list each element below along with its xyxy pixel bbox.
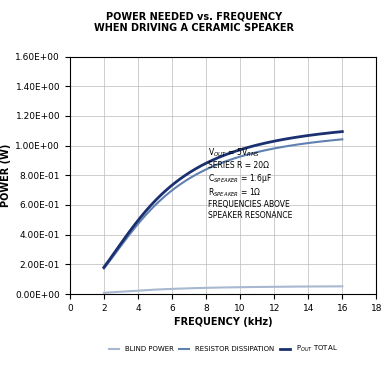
Text: POWER NEEDED vs. FREQUENCY
WHEN DRIVING A CERAMIC SPEAKER: POWER NEEDED vs. FREQUENCY WHEN DRIVING … [94,11,294,33]
X-axis label: FREQUENCY (kHz): FREQUENCY (kHz) [174,317,272,327]
Y-axis label: POWER (W): POWER (W) [1,144,11,207]
Text: V$_{{OUT}}$ = 5V$_{{RMS}}$
SERIES R = 20Ω
C$_{{SPEAKER}}$ = 1.6μF
R$_{{SPEAKER}}: V$_{{OUT}}$ = 5V$_{{RMS}}$ SERIES R = 20… [208,147,292,220]
Legend: BLIND POWER, RESISTOR DISSIPATION, P$_{{OUT}}$ TOTAL: BLIND POWER, RESISTOR DISSIPATION, P$_{{… [106,341,340,357]
